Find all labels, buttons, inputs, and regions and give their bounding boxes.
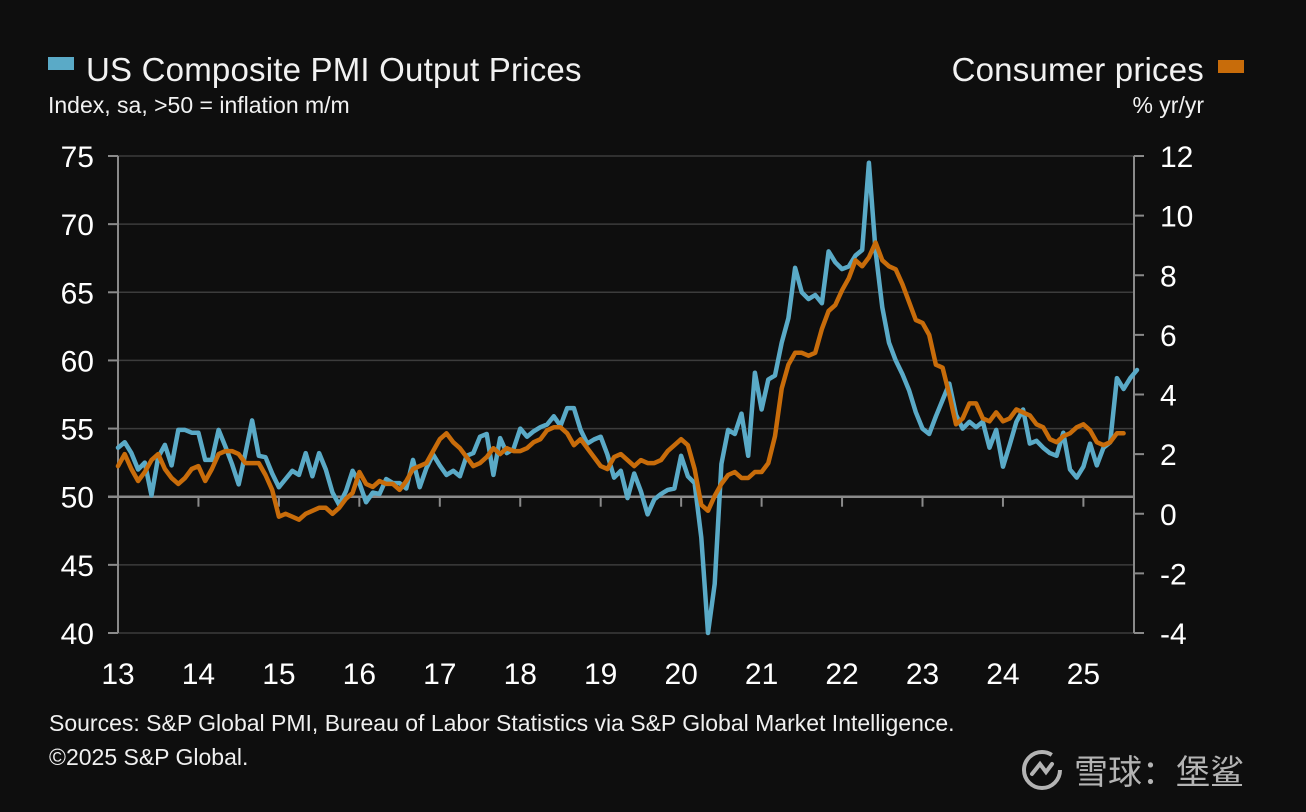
left-axis-tick-label: 40 xyxy=(61,618,94,651)
xueqiu-logo-icon xyxy=(1022,749,1062,790)
x-axis-tick-label: 20 xyxy=(664,658,697,691)
legend-right-title: Consumer prices xyxy=(951,50,1244,90)
left-axis-tick-label: 60 xyxy=(61,345,94,378)
left-axis-tick-label: 75 xyxy=(61,141,94,174)
right-axis-tick-label: -4 xyxy=(1160,618,1187,651)
x-axis-tick-label: 24 xyxy=(986,658,1019,691)
right-axis-tick-label: 12 xyxy=(1160,141,1193,174)
right-axis-tick-label: 10 xyxy=(1160,201,1193,234)
x-axis-tick-label: 16 xyxy=(343,658,376,691)
right-axis-tick-label: -2 xyxy=(1160,558,1187,591)
legend-left-title: US Composite PMI Output Prices xyxy=(48,50,582,90)
series-lines xyxy=(115,160,1140,636)
legend-right-title-text: Consumer prices xyxy=(951,51,1204,88)
right-axis-tick-label: 4 xyxy=(1160,380,1177,413)
watermark-text: 雪球：堡鲨 xyxy=(1074,754,1244,792)
left-axis-tick-label: 65 xyxy=(61,277,94,310)
legend-left-subtitle: Index, sa, >50 = inflation m/m xyxy=(48,92,350,118)
x-axis-tick-label: 14 xyxy=(182,658,215,691)
x-axis-tick-label: 23 xyxy=(906,658,939,691)
source-line: Sources: S&P Global PMI, Bureau of Labor… xyxy=(49,710,955,736)
x-axis-tick-label: 13 xyxy=(101,658,134,691)
x-axis-tick-label: 17 xyxy=(423,658,456,691)
x-axis-tick-label: 21 xyxy=(745,658,778,691)
cpi-legend-swatch-icon xyxy=(1218,60,1244,73)
legend-left: US Composite PMI Output Prices Index, sa… xyxy=(48,50,582,120)
gridlines xyxy=(118,155,1134,634)
consumer-prices-line xyxy=(115,240,1126,522)
pmi-output-prices-line xyxy=(115,160,1140,636)
x-axis-tick-label: 19 xyxy=(584,658,617,691)
right-axis-tick-label: 8 xyxy=(1160,260,1177,293)
left-axis-tick-label: 70 xyxy=(61,209,94,242)
x-axis-tick-label: 25 xyxy=(1067,658,1100,691)
legend-right-subtitle: % yr/yr xyxy=(1132,92,1204,118)
right-axis-tick-label: 6 xyxy=(1160,320,1177,353)
right-axis-tick-label: 2 xyxy=(1160,439,1177,472)
left-axis-tick-label: 45 xyxy=(61,550,94,583)
right-axis-tick-label: 0 xyxy=(1160,499,1177,532)
axes xyxy=(108,155,1144,634)
left-axis-tick-label: 50 xyxy=(61,482,94,515)
x-axis-tick-label: 18 xyxy=(504,658,537,691)
legend-left-title-text: US Composite PMI Output Prices xyxy=(86,51,582,88)
pmi-legend-swatch-icon xyxy=(48,57,74,70)
watermark: 雪球：堡鲨 xyxy=(1020,745,1244,794)
x-axis-tick-label: 15 xyxy=(262,658,295,691)
x-axis-tick-label: 22 xyxy=(825,658,858,691)
left-axis-tick-label: 55 xyxy=(61,414,94,447)
copyright-line: ©2025 S&P Global. xyxy=(49,744,249,770)
legend-right: Consumer prices % yr/yr xyxy=(951,50,1244,120)
source-footer: Sources: S&P Global PMI, Bureau of Labor… xyxy=(49,706,955,774)
